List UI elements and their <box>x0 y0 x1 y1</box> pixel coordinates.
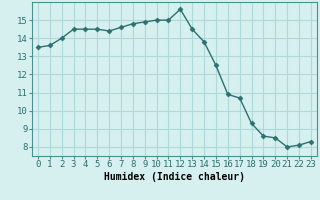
X-axis label: Humidex (Indice chaleur): Humidex (Indice chaleur) <box>104 172 245 182</box>
